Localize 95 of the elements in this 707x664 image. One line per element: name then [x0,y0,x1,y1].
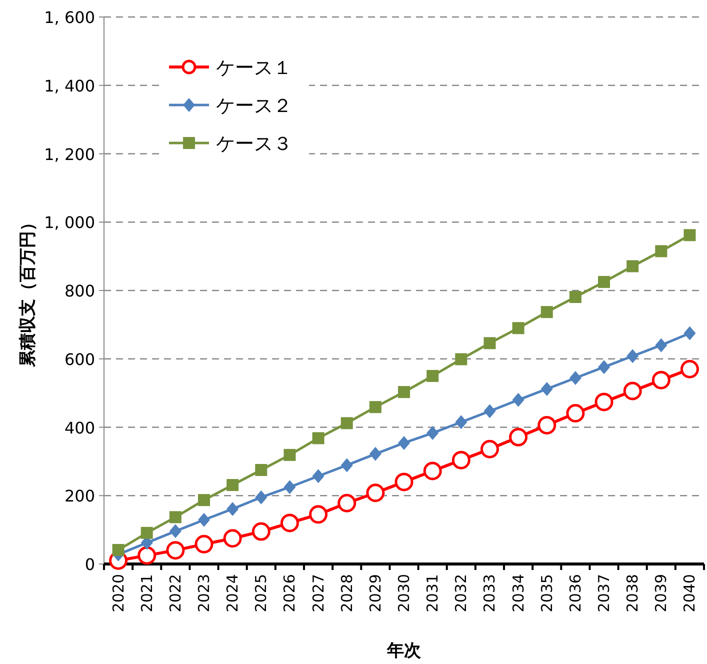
y-tick-label: 600 [64,350,95,369]
x-tick-label: 2021 [138,574,156,612]
point [598,360,610,374]
x-tick-label: 2026 [280,574,299,612]
x-tick-label: 2039 [652,574,670,612]
point [626,349,639,364]
point [366,484,385,502]
point [169,511,182,524]
x-tick-label: 2038 [624,574,642,612]
legend-label: ケース１ [216,57,292,79]
point [538,416,556,434]
y-tick-label: 1, 000 [44,213,95,232]
point [140,526,153,539]
point [398,386,410,398]
legend-label: ケース２ [216,95,292,117]
point [340,417,353,430]
point [452,450,470,470]
point [684,326,696,340]
x-tick-label: 2033 [480,574,499,612]
point [594,392,614,412]
x-tick-label: 2027 [309,574,328,612]
point [166,541,185,560]
y-tick-label: 1, 200 [44,144,95,164]
x-tick-label: 2037 [595,574,613,612]
point [194,534,214,554]
legend-label: ケース３ [216,133,292,155]
point [226,479,239,492]
y-tick-label: 0 [84,555,95,574]
point [338,494,356,512]
point [512,322,524,334]
point [655,338,668,352]
x-tick-label: 2028 [338,574,356,612]
y-tick-label: 800 [64,282,95,300]
point [455,415,468,430]
y-axis-title: 累積収支（百万円） [18,214,38,368]
point [509,428,528,446]
point [398,436,410,450]
y-tick-label: 1, 400 [44,76,95,96]
y-tick-label: 200 [64,486,95,506]
point [309,505,328,524]
point [484,337,496,350]
y-tick-label: 1, 600 [44,8,95,27]
x-tick-label: 2031 [424,574,442,612]
point [255,490,268,504]
x-tick-label: 2036 [566,574,584,612]
x-axis-title: 年次 [386,641,422,661]
point [340,458,353,472]
point [566,404,585,422]
point [540,382,553,396]
point [655,245,668,258]
x-tick-label: 2032 [452,574,470,612]
x-tick-label: 2022 [166,574,184,612]
point [455,353,468,366]
point [480,440,499,458]
point [369,401,382,414]
point [198,512,210,527]
point [198,494,210,506]
x-tick-label: 2024 [224,574,242,612]
x-tick-label: 2034 [509,574,528,612]
point [255,464,268,476]
point [512,392,524,407]
point [112,544,124,556]
point [684,229,696,242]
point [226,502,239,516]
x-tick-label: 2023 [195,574,213,612]
point [284,448,296,461]
point [423,462,442,480]
point [138,546,156,565]
y-tick-label: 400 [64,418,95,438]
point [284,480,296,494]
point [569,290,582,303]
point [369,446,382,461]
point [484,404,496,418]
x-tick-label: 2040 [680,574,699,612]
point [280,514,299,532]
x-tick-label: 2020 [109,574,128,612]
point [312,469,324,484]
point [312,432,324,444]
point [569,371,582,386]
x-tick-label: 2029 [366,574,384,612]
point [652,370,670,390]
point [394,472,414,492]
point [169,524,182,538]
point [680,360,699,378]
x-tick-label: 2030 [395,574,413,612]
x-tick-label: 2035 [538,574,556,612]
point [252,522,270,541]
x-tick-label: 2025 [252,574,270,612]
point [598,276,610,288]
point [223,529,242,548]
point [623,382,642,400]
point [540,306,553,318]
point [626,260,639,272]
point [426,370,439,382]
point [426,426,439,440]
